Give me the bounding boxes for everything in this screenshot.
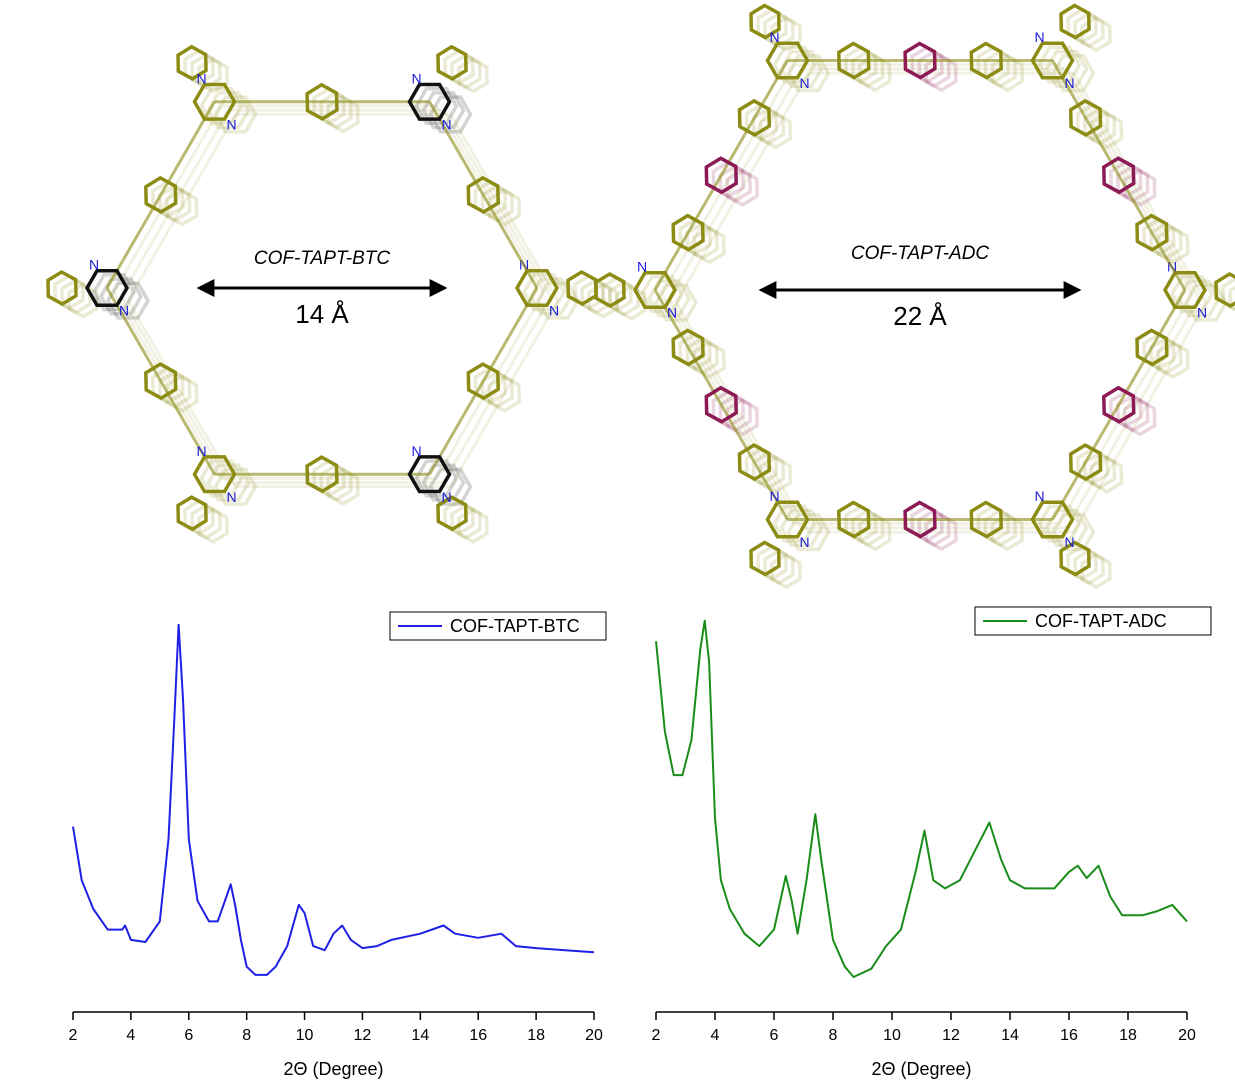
x-tick-label: 12 (942, 1027, 960, 1044)
page: NNNNNNNNNNNNCOF-TAPT-BTC14 ÅNNNNNNNNNNNN… (0, 0, 1235, 1089)
x-tick-label: 18 (1119, 1027, 1137, 1044)
atom-label: N (800, 75, 810, 91)
x-tick-label: 6 (184, 1027, 193, 1044)
atom-label: N (412, 443, 422, 459)
atom-label: N (197, 71, 207, 87)
bond (1053, 61, 1186, 290)
atom-label: N (442, 489, 452, 505)
pore-size: 22 Å (893, 301, 947, 331)
x-tick-label: 6 (770, 1027, 779, 1044)
structure-name: COF-TAPT-BTC (254, 248, 390, 269)
x-tick-label: 14 (411, 1027, 429, 1044)
atom-label: N (1065, 534, 1075, 550)
figure: NNNNNNNNNNNNCOF-TAPT-BTC14 ÅNNNNNNNNNNNN… (0, 0, 1235, 1084)
bond (437, 292, 545, 478)
bond (1060, 294, 1193, 523)
x-tick-label: 12 (354, 1027, 372, 1044)
atom-label: N (770, 488, 780, 504)
legend-label: COF-TAPT-ADC (1035, 611, 1167, 631)
bond (114, 106, 222, 292)
bond (662, 65, 795, 294)
atom-label: N (89, 257, 99, 273)
x-tick-label: 20 (1178, 1027, 1196, 1044)
x-tick-label: 10 (296, 1027, 314, 1044)
atom-label: N (770, 29, 780, 45)
x-tick-label: 2 (69, 1027, 78, 1044)
structure-name: COF-TAPT-ADC (851, 243, 990, 264)
pore-size: 14 Å (295, 299, 349, 329)
atom-label: N (1035, 488, 1045, 504)
x-tick-label: 14 (1001, 1027, 1019, 1044)
atom-label: N (197, 443, 207, 459)
atom-label: N (227, 489, 237, 505)
atom-label: N (549, 303, 559, 319)
data-line (73, 625, 594, 975)
atom-label: N (1065, 75, 1075, 91)
atom-label: N (1035, 29, 1045, 45)
atom-label: N (412, 71, 422, 87)
x-tick-label: 2 (652, 1027, 661, 1044)
structures: NNNNNNNNNNNNCOF-TAPT-BTC14 ÅNNNNNNNNNNNN… (48, 6, 1235, 588)
x-tick-label: 18 (527, 1027, 545, 1044)
atom-label: N (442, 117, 452, 133)
x-axis-label: 2Θ (Degree) (283, 1059, 383, 1079)
legend-label: COF-TAPT-BTC (450, 616, 580, 636)
x-tick-label: 20 (585, 1027, 603, 1044)
x-tick-label: 8 (829, 1027, 838, 1044)
atom-label: N (227, 117, 237, 133)
atom-label: N (667, 305, 677, 321)
bond (430, 288, 538, 474)
x-tick-label: 10 (883, 1027, 901, 1044)
x-axis-label: 2Θ (Degree) (871, 1059, 971, 1079)
x-tick-label: 8 (242, 1027, 251, 1044)
x-tick-label: 4 (711, 1027, 720, 1044)
x-tick-label: 4 (126, 1027, 135, 1044)
data-line (656, 621, 1187, 977)
atom-label: N (637, 259, 647, 275)
x-tick-label: 16 (1060, 1027, 1078, 1044)
bond (107, 102, 215, 288)
atom-label: N (800, 534, 810, 550)
bond (655, 290, 788, 519)
atom-label: N (119, 303, 129, 319)
x-tick-label: 16 (469, 1027, 487, 1044)
atom-label: N (1197, 305, 1207, 321)
